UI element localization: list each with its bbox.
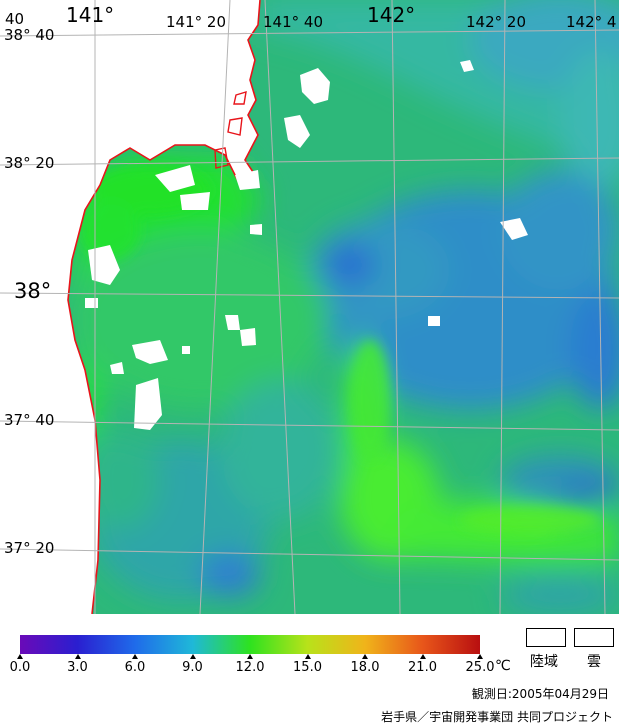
cloud-patches [85,60,528,430]
coastline-islands [214,91,247,169]
colorbar-tick-label: 21.0 [408,660,437,675]
lon-label-141: 141° [66,3,115,27]
land-key-label: 陸域 [530,654,558,670]
corner-label: 40 [5,10,25,28]
colorbar-tick-mark [419,654,426,659]
lon-label-142-40: 142° 4 [566,13,617,31]
colorbar-tick-label: 12.0 [235,660,265,675]
parallel [0,157,619,166]
sst-field-detail [80,165,600,534]
land [0,0,260,614]
parallel [0,420,619,431]
meridian [391,0,401,614]
temperature-colorbar [20,635,480,654]
colorbar-tick-label: 18.0 [350,660,380,675]
lat-label-38: 38° [14,279,52,303]
colorbar-tick-mark [17,654,23,659]
observation-date: 観測日:2005年04月29日 [471,687,609,701]
colorbar-tick-mark [304,654,311,659]
lon-label-141-20: 141° 20 [166,13,226,31]
coastline [67,0,261,614]
lon-label-141-40: 141° 40 [263,13,323,31]
graticule [0,0,619,614]
sst-map [0,0,619,614]
lat-label-37-40: 37° 40 [4,411,55,429]
colorbar-tick-mark [189,654,196,659]
colorbar-tick-label: 3.0 [67,660,88,675]
colorbar-tick-label: 25.0 [465,660,495,675]
lat-label-37-20: 37° 20 [4,539,55,557]
parallel [0,548,619,561]
credit-line: 岩手県／宇宙開発事業団 共同プロジェクト [381,710,613,724]
unit-label: ℃ [495,658,511,674]
colorbar-tick-mark [247,654,253,659]
colorbar-tick-mark [362,654,368,659]
colorbar-tick-label: 9.0 [182,660,203,675]
lon-label-142-20: 142° 20 [466,13,526,31]
colorbar-tick-label: 0.0 [9,660,31,675]
cloud-key-label: 雲 [587,654,601,670]
colorbar-tick-mark [74,654,81,659]
meridian [264,0,296,614]
parallel [0,292,619,299]
meridian [499,0,506,614]
parallel [0,29,619,37]
colorbar-tick-mark [132,654,138,659]
lon-label-142: 142° [367,3,416,27]
lat-label-38-40: 38° 40 [4,26,55,44]
land-key-swatch [526,628,566,647]
colorbar-tick-label: 15.0 [293,660,322,675]
meridian [594,0,606,614]
meridian [199,0,231,614]
lat-label-38-20: 38° 20 [4,154,55,172]
colorbar-tick-mark [477,654,483,659]
cloud-key-swatch [574,628,614,647]
colorbar-tick-label: 6.0 [124,660,146,675]
